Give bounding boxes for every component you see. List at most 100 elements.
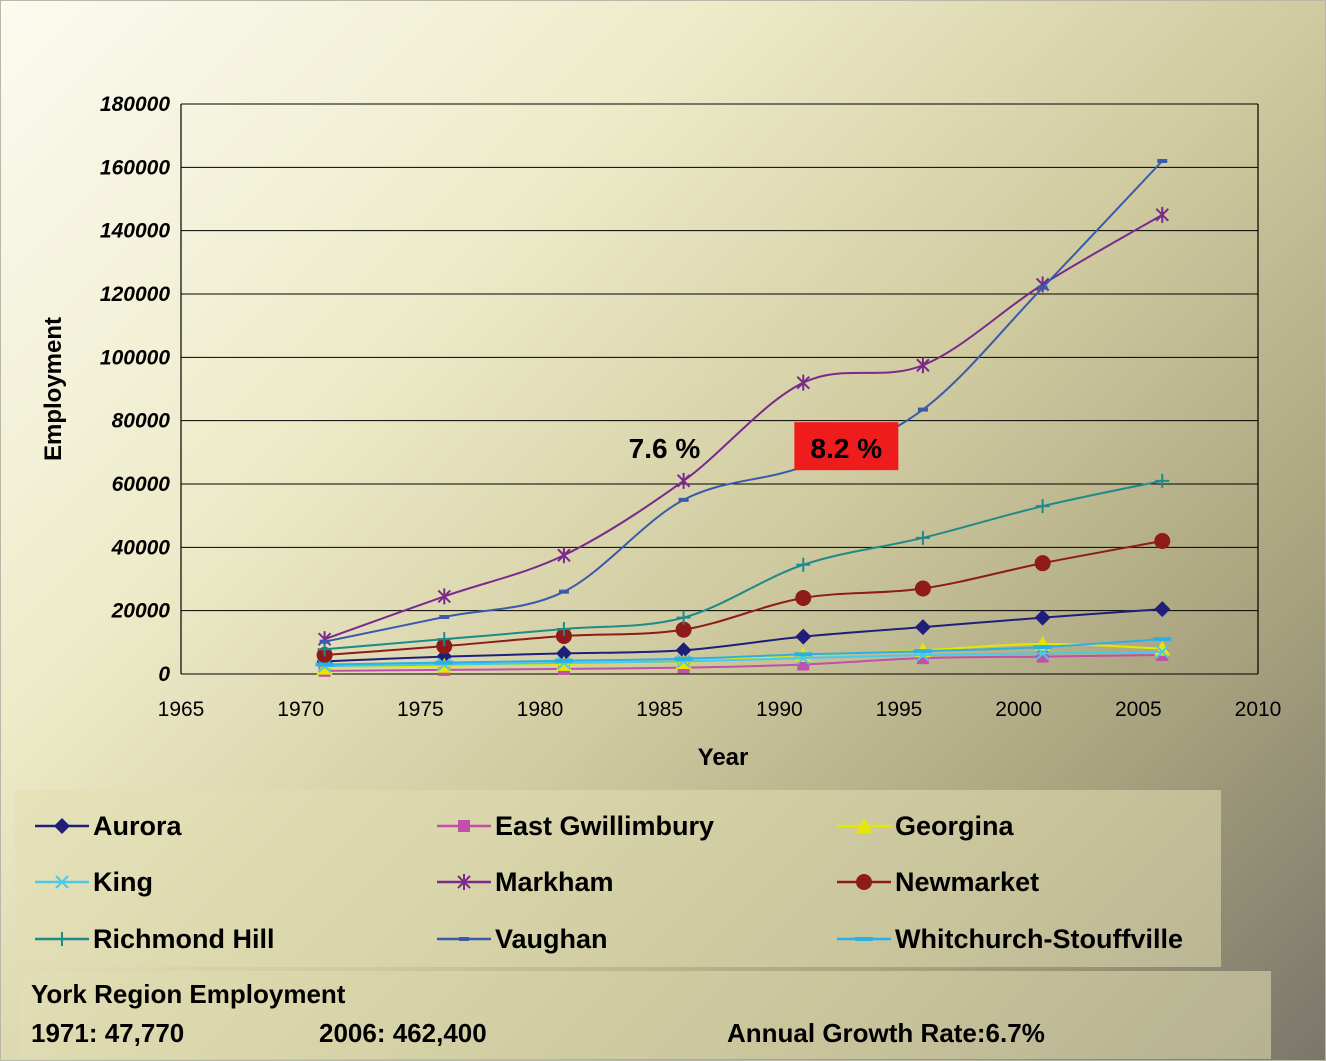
legend-marker (54, 818, 70, 834)
data-point (916, 357, 930, 374)
legend-swatch (837, 937, 891, 941)
legend-marker (55, 932, 69, 946)
series-vaughan (319, 159, 1168, 644)
data-point (794, 652, 813, 657)
data-point (1153, 637, 1172, 642)
annotation-highlight (794, 422, 899, 471)
data-point (796, 557, 811, 572)
y-tick-label: 100000 (100, 346, 170, 369)
data-point (675, 642, 692, 659)
legend-swatch (437, 820, 491, 832)
y-tick-label: 0 (158, 663, 170, 686)
series-line-king (324, 650, 1163, 668)
legend-item-markham: Markham (435, 862, 614, 902)
legend-swatch (837, 818, 891, 833)
legend-marker (458, 820, 470, 832)
series-line-markham (324, 213, 1163, 641)
legend-marker (55, 875, 69, 889)
x-tick-labels: 1965 1970 1975 1980 1985 1990 1995 2000 2005 2010 (158, 698, 1282, 721)
data-point (675, 621, 692, 638)
data-point (678, 497, 689, 502)
data-point (437, 632, 452, 647)
legend-label: Georgina (895, 810, 1014, 841)
y-tick-label: 60000 (112, 473, 171, 496)
data-point (796, 374, 810, 391)
axes (180, 104, 1259, 674)
legend-swatch (35, 875, 89, 889)
series-line-georgina (324, 642, 1163, 669)
x-tick-label: 2005 (1115, 698, 1162, 721)
legend-item-king: King (33, 862, 153, 902)
summary-growth-rate: Annual Growth Rate:6.7% (727, 1018, 1045, 1048)
series-line-aurora (324, 608, 1163, 663)
x-tick-label: 2000 (995, 698, 1042, 721)
series-line-richmond-hill (324, 479, 1163, 651)
employment-line-chart: 0 20000 40000 60000 80000 100000 120000 140000 1… (40, 93, 1282, 771)
summary-box: York Region Employment 1971: 47,770 2006… (19, 971, 1271, 1059)
summary-start-value: 1971: 47,770 (31, 1018, 185, 1048)
x-tick-label: 1995 (876, 698, 923, 721)
legend-swatch (35, 818, 89, 834)
legend-label: East Gwillimbury (495, 810, 715, 841)
legend-label: King (93, 866, 153, 897)
legend-label: Newmarket (895, 866, 1040, 897)
series-newmarket (316, 533, 1171, 663)
series-markham (317, 206, 1169, 648)
legend-label: Aurora (93, 810, 182, 841)
data-point (913, 649, 932, 654)
x-axis-title: Year (698, 744, 749, 771)
data-point (674, 656, 693, 661)
x-tick-label: 1975 (397, 698, 444, 721)
data-point (1035, 499, 1050, 514)
x-tick-label: 1970 (277, 698, 324, 721)
legend-item-aurora: Aurora (33, 806, 182, 846)
data-point (554, 658, 573, 663)
legend-marker (856, 874, 872, 890)
legend-item-whitchurch-stouffville: Whitchurch-Stouffville (835, 919, 1183, 959)
series-lines (315, 159, 1172, 677)
y-tick-label: 120000 (100, 283, 170, 306)
legend-label: Vaughan (495, 923, 608, 954)
series-line-vaughan (324, 160, 1163, 643)
y-tick-labels: 0 20000 40000 60000 80000 100000 120000 140000 1… (100, 93, 170, 686)
x-tick-label: 1985 (636, 698, 683, 721)
y-tick-label: 160000 (100, 156, 170, 179)
data-point (1155, 206, 1169, 223)
data-point (914, 580, 931, 597)
data-point (915, 530, 930, 545)
data-point (917, 407, 928, 412)
data-point (676, 610, 691, 625)
legend-swatch (35, 932, 89, 946)
data-point (1154, 533, 1171, 549)
series-richmond-hill (317, 473, 1170, 657)
legend-item-east-gwillimbury: East Gwillimbury (435, 806, 714, 846)
legend-label: Richmond Hill (93, 923, 275, 954)
data-point (1034, 609, 1051, 626)
series-whitchurch-stouffville (315, 637, 1172, 667)
data-point (914, 619, 931, 636)
annotation-label: 7.6 % (629, 433, 701, 464)
y-tick-label: 180000 (100, 93, 170, 116)
data-point (555, 645, 572, 662)
legend-swatch (437, 937, 491, 941)
data-point (1034, 555, 1051, 572)
data-point (558, 589, 569, 594)
data-point (676, 472, 691, 489)
annotation-label: 8.2 % (811, 433, 883, 464)
series-king (317, 645, 1169, 673)
data-point (435, 660, 454, 665)
data-point (1033, 645, 1052, 650)
summary-title: York Region Employment (31, 979, 346, 1009)
y-tick-label: 40000 (111, 536, 171, 559)
x-tick-label: 1980 (517, 698, 564, 721)
legend-item-richmond-hill: Richmond Hill (33, 919, 275, 959)
summary-end-value: 2006: 462,400 (319, 1018, 487, 1048)
legend-marker (459, 937, 469, 941)
legend-item-newmarket: Newmarket (835, 862, 1039, 902)
legend-label: Whitchurch-Stouffville (895, 923, 1183, 954)
data-point (1155, 473, 1170, 488)
series-line-whitchurch-stouffville (324, 638, 1163, 666)
y-tick-label: 140000 (100, 220, 170, 243)
data-point (1037, 285, 1048, 290)
